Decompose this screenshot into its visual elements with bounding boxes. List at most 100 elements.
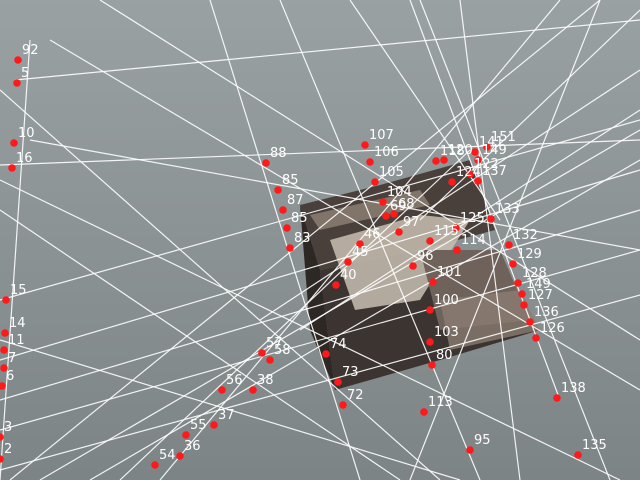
feature-point <box>395 228 403 236</box>
feature-point <box>258 349 266 357</box>
feature-label: 56 <box>226 373 243 388</box>
feature-label: 69 <box>390 199 407 214</box>
feature-label: 97 <box>403 215 420 230</box>
feature-label: 122 <box>474 157 499 172</box>
feature-point <box>420 408 428 416</box>
feature-line <box>0 139 640 166</box>
feature-point <box>426 306 434 314</box>
feature-point <box>0 433 4 441</box>
feature-point <box>322 350 330 358</box>
feature-label: 55 <box>190 418 207 433</box>
feature-point <box>10 139 18 147</box>
feature-point <box>0 364 8 372</box>
feature-point <box>474 177 482 185</box>
feature-label: 14 <box>9 316 26 331</box>
feature-point <box>574 451 582 459</box>
feature-line <box>89 159 640 480</box>
feature-point <box>0 455 4 463</box>
feature-label: 106 <box>374 145 399 160</box>
feature-point <box>509 260 517 268</box>
feature-label: 96 <box>417 249 434 264</box>
feature-label: 38 <box>257 373 274 388</box>
feature-point <box>526 318 534 326</box>
feature-label: 2 <box>4 442 12 457</box>
feature-line <box>0 119 640 301</box>
feature-line <box>14 19 640 81</box>
feature-point <box>279 206 287 214</box>
feature-line <box>49 39 640 391</box>
feature-label: 101 <box>437 265 462 280</box>
feature-label: 74 <box>330 337 347 352</box>
feature-point <box>14 56 22 64</box>
feature-label: 100 <box>434 293 459 308</box>
feature-point <box>176 452 184 460</box>
feature-label: 149 <box>526 277 551 292</box>
feature-line <box>29 139 640 251</box>
feature-line <box>459 0 521 480</box>
feature-label: 72 <box>347 388 364 403</box>
feature-point <box>339 401 347 409</box>
feature-label: 118 <box>440 144 465 159</box>
feature-label: 54 <box>159 448 176 463</box>
feature-line <box>409 0 601 480</box>
feature-label: 138 <box>561 381 586 396</box>
feature-point <box>448 178 456 186</box>
feature-label: 128 <box>522 266 547 281</box>
feature-label: 103 <box>434 325 459 340</box>
feature-point <box>344 258 352 266</box>
feature-point <box>520 301 528 309</box>
feature-label: 151 <box>491 130 516 145</box>
feature-point <box>262 159 270 167</box>
feature-label: 114 <box>461 233 486 248</box>
feature-line <box>39 129 640 480</box>
feature-point <box>382 212 390 220</box>
feature-label: 46 <box>364 227 381 242</box>
feature-point <box>210 421 218 429</box>
feature-label: 85 <box>291 211 308 226</box>
feature-label: 120 <box>448 143 473 158</box>
feature-label: 137 <box>482 164 507 179</box>
feature-point <box>371 178 379 186</box>
feature-line <box>419 0 611 480</box>
feature-label: 3 <box>4 420 12 435</box>
feature-label: 127 <box>528 288 553 303</box>
feature-point <box>274 186 282 194</box>
feature-point <box>505 241 513 249</box>
feature-label: 80 <box>436 348 453 363</box>
feature-point <box>218 386 226 394</box>
feature-line <box>299 109 640 331</box>
feature-point <box>426 338 434 346</box>
feature-points <box>0 56 582 469</box>
feature-labels: 92 5 10 16 15 14 11 7 6 3 2 88 85 87 85 83 107 106 105 104 1… <box>4 43 607 463</box>
feature-label: 149 <box>482 143 507 158</box>
feature-point <box>249 386 257 394</box>
feature-line <box>0 89 441 480</box>
feature-line <box>279 0 481 480</box>
feature-point <box>483 143 491 151</box>
feature-label: 36 <box>184 439 201 454</box>
feature-point <box>286 244 294 252</box>
feature-point <box>283 224 291 232</box>
feature-point <box>432 157 440 165</box>
feature-point <box>182 431 190 439</box>
feature-point <box>474 156 482 164</box>
feature-point <box>0 346 8 354</box>
feature-point <box>532 334 540 342</box>
feature-point <box>0 382 6 390</box>
feature-point <box>390 210 398 218</box>
feature-label: 129 <box>517 247 542 262</box>
feature-point <box>426 237 434 245</box>
feature-label: 16 <box>16 151 33 166</box>
feature-label: 107 <box>369 128 394 143</box>
feature-point <box>466 446 474 454</box>
feature-label: 124 <box>456 165 481 180</box>
feature-point <box>452 224 460 232</box>
feature-label: 87 <box>287 193 304 208</box>
feature-point <box>453 246 461 254</box>
feature-point <box>379 198 387 206</box>
feature-label: 85 <box>282 173 299 188</box>
feature-line <box>259 69 640 321</box>
feature-label: 58 <box>274 343 291 358</box>
